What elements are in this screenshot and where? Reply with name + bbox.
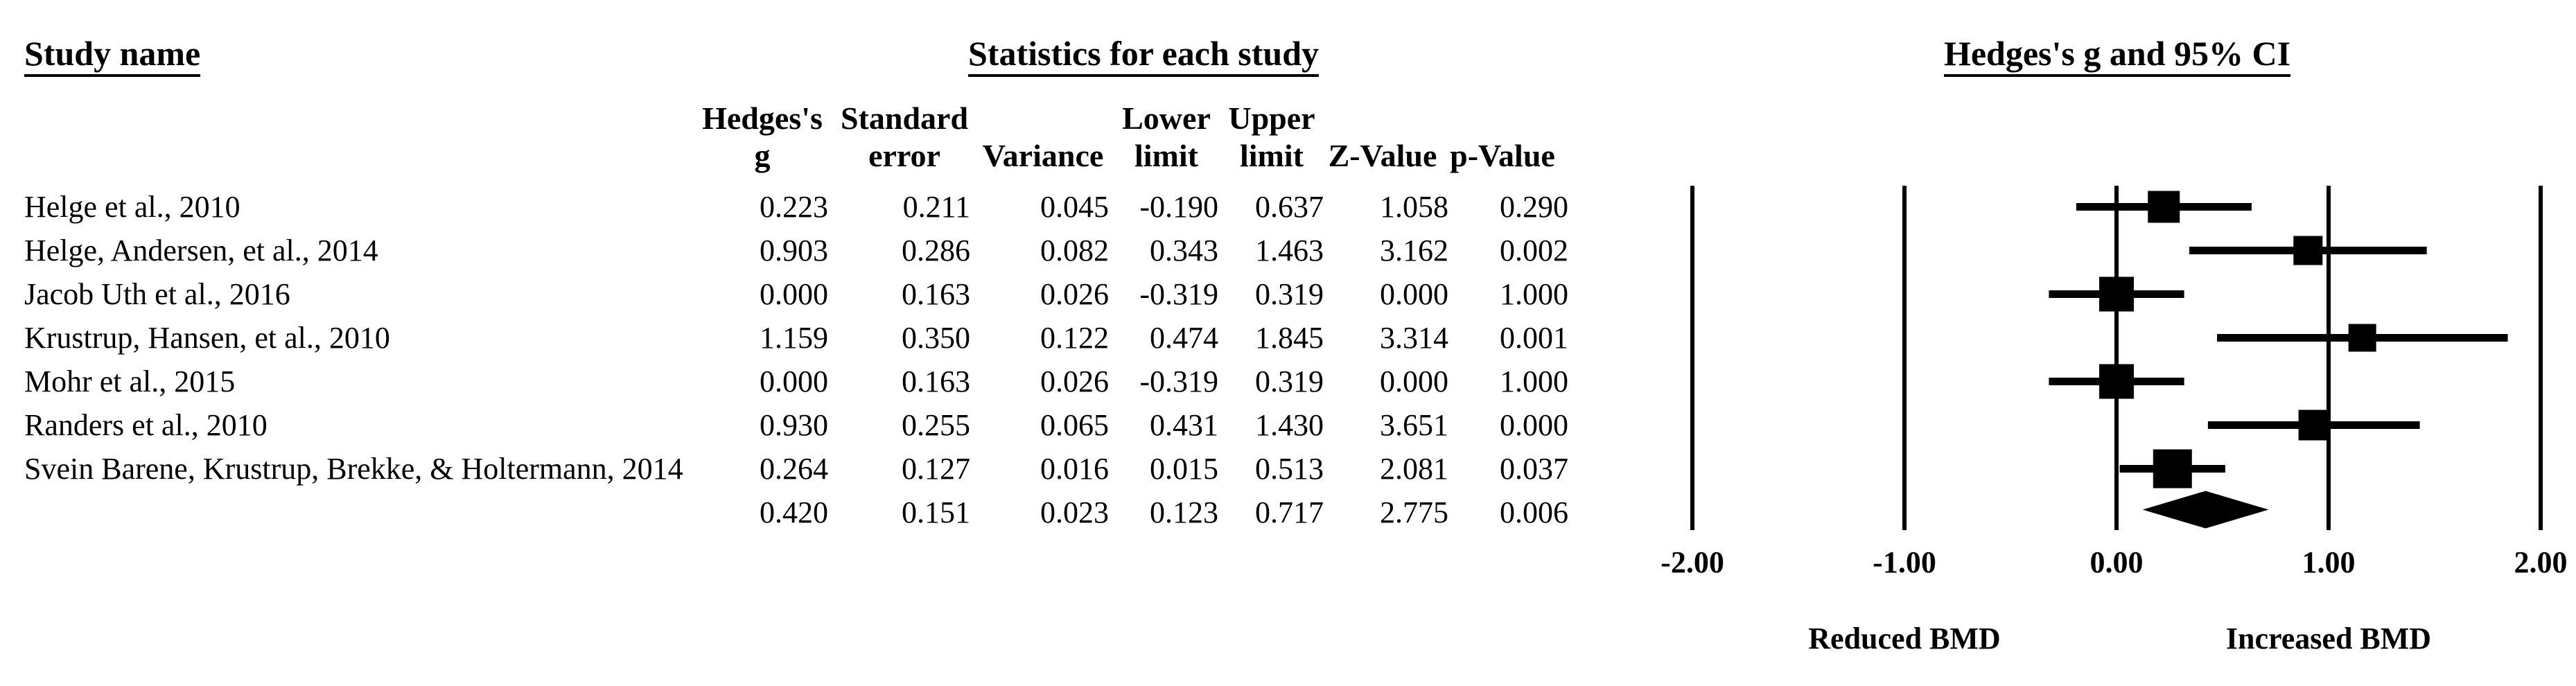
stat-value-z: 3.651	[1380, 408, 1448, 442]
x-tick-neg2: -2.00	[1661, 545, 1724, 579]
column-header: Variance	[982, 138, 1104, 173]
stat-value-p: 0.001	[1500, 321, 1568, 355]
study-name-cell: Mohr et al., 2015	[24, 364, 236, 398]
stat-value-p: 0.000	[1500, 408, 1568, 442]
stat-value-g: 0.223	[760, 190, 828, 224]
stat-value-se: 0.286	[902, 234, 970, 267]
stat-value-upper: 0.513	[1255, 452, 1324, 486]
stat-value-variance: 0.023	[1040, 495, 1109, 529]
stat-value-p: 1.000	[1500, 364, 1568, 398]
study-name-cell: Svein Barene, Krustrup, Brekke, & Holter…	[24, 452, 683, 486]
stat-value-se: 0.350	[902, 321, 970, 355]
stat-value-p: 0.037	[1500, 452, 1568, 486]
column-header: limit	[1134, 138, 1198, 173]
stat-value-variance: 0.122	[1040, 321, 1109, 355]
column-header: Standard	[840, 100, 969, 136]
stat-value-upper: 0.319	[1255, 277, 1324, 311]
study-name-cell: Helge et al., 2010	[24, 190, 240, 224]
stat-value-lower: -0.319	[1139, 277, 1218, 311]
study-name-cell: Helge, Andersen, et al., 2014	[24, 234, 378, 267]
stat-value-g: 0.930	[760, 408, 828, 442]
stat-value-z: 2.081	[1380, 452, 1448, 486]
column-header: limit	[1240, 138, 1304, 173]
stat-value-se: 0.163	[902, 277, 970, 311]
stat-value-lower: 0.343	[1150, 234, 1218, 267]
column-header: Hedges's	[702, 100, 823, 136]
stat-value-g: 0.420	[760, 495, 828, 529]
effect-size-square	[2099, 364, 2134, 399]
stat-value-upper: 1.430	[1255, 408, 1324, 442]
stat-value-lower: 0.474	[1150, 321, 1218, 355]
stat-value-z: 3.162	[1380, 234, 1448, 267]
stat-value-lower: -0.319	[1139, 364, 1218, 398]
effect-size-square	[2153, 449, 2192, 489]
stat-value-variance: 0.026	[1040, 364, 1109, 398]
stat-value-p: 0.002	[1500, 234, 1568, 267]
reduced-bmd-label: Reduced BMD	[1808, 622, 2001, 656]
effect-size-square	[2348, 324, 2376, 352]
column-header: g	[754, 138, 771, 173]
ci-plot-header: Hedges's g and 95% CI	[1943, 36, 2291, 77]
stat-value-g: 0.903	[760, 234, 828, 267]
stat-value-z: 2.775	[1380, 495, 1448, 529]
stat-value-lower: 0.431	[1150, 408, 1218, 442]
stat-value-upper: 0.319	[1255, 364, 1324, 398]
x-tick-zero: 0.00	[2089, 545, 2144, 579]
stat-value-se: 0.255	[902, 408, 970, 442]
stat-value-se: 0.127	[902, 452, 970, 486]
column-header: Z-Value	[1328, 138, 1437, 173]
x-tick-pos2: 2.00	[2514, 545, 2568, 579]
stat-value-p: 0.006	[1500, 495, 1568, 529]
stat-value-upper: 0.717	[1255, 495, 1324, 529]
stat-value-p: 1.000	[1500, 277, 1568, 311]
stat-value-upper: 1.463	[1255, 234, 1324, 267]
stat-value-variance: 0.026	[1040, 277, 1109, 311]
study-name-cell: Jacob Uth et al., 2016	[24, 277, 290, 311]
study-name-cell: Krustrup, Hansen, et al., 2010	[24, 321, 390, 355]
stat-value-z: 1.058	[1380, 190, 1448, 224]
study-name-cell: Randers et al., 2010	[24, 408, 268, 442]
x-tick-pos1: 1.00	[2302, 545, 2356, 579]
column-header: Lower	[1122, 100, 1211, 136]
stats-section-header: Statistics for each study	[967, 36, 1320, 77]
stat-value-g: 1.159	[760, 321, 828, 355]
summary-diamond	[2142, 491, 2269, 529]
stat-value-lower: 0.015	[1150, 452, 1218, 486]
stat-value-z: 3.314	[1380, 321, 1448, 355]
stat-value-variance: 0.065	[1040, 408, 1109, 442]
stat-value-z: 0.000	[1380, 364, 1448, 398]
stat-value-g: 0.000	[760, 277, 828, 311]
stat-value-variance: 0.082	[1040, 234, 1109, 267]
study-name-header: Study name	[24, 36, 201, 77]
stat-value-g: 0.264	[760, 452, 828, 486]
x-tick-neg1: -1.00	[1873, 545, 1936, 579]
effect-size-square	[2099, 276, 2134, 312]
stat-value-variance: 0.016	[1040, 452, 1109, 486]
stat-value-lower: -0.190	[1139, 190, 1218, 224]
effect-size-square	[2148, 191, 2180, 223]
effect-size-square	[2293, 236, 2323, 265]
stat-value-lower: 0.123	[1150, 495, 1218, 529]
column-header: Upper	[1228, 100, 1315, 136]
column-header: error	[868, 138, 940, 173]
stat-value-se: 0.163	[902, 364, 970, 398]
stat-value-variance: 0.045	[1040, 190, 1109, 224]
stat-value-se: 0.151	[902, 495, 970, 529]
stat-value-z: 0.000	[1380, 277, 1448, 311]
stat-value-upper: 1.845	[1255, 321, 1324, 355]
increased-bmd-label: Increased BMD	[2225, 622, 2432, 656]
column-header: p-Value	[1450, 138, 1555, 173]
effect-size-square	[2298, 410, 2329, 441]
stat-value-se: 0.211	[902, 190, 970, 224]
stat-value-upper: 0.637	[1255, 190, 1324, 224]
stat-value-g: 0.000	[760, 364, 828, 398]
stat-value-p: 0.290	[1500, 190, 1568, 224]
